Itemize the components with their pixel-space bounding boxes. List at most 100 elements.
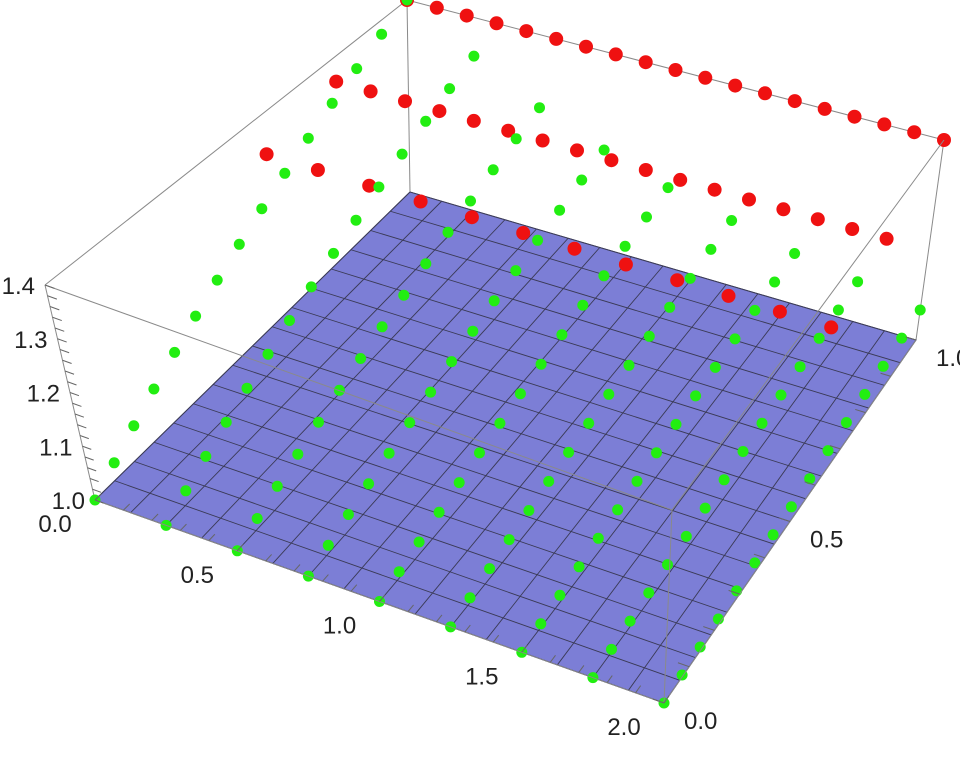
data-point (355, 353, 367, 364)
data-point (363, 84, 378, 99)
surface-mesh-line (173, 422, 728, 613)
data-point (813, 332, 825, 344)
y-tick (703, 626, 715, 631)
data-point (310, 163, 325, 177)
surface-mesh-line (193, 403, 743, 590)
data-point (396, 148, 408, 160)
data-point (690, 390, 702, 402)
data-point (543, 475, 555, 487)
y-tick (779, 517, 791, 522)
data-point (251, 513, 263, 524)
data-point (259, 147, 274, 162)
data-point (466, 113, 481, 128)
surface-mesh-line (134, 461, 696, 659)
data-point (256, 203, 268, 215)
x-tick (436, 614, 443, 623)
y-tick-label: 0.5 (810, 527, 843, 554)
x-tick-label: 1.0 (323, 613, 356, 640)
z-tick (79, 435, 89, 440)
data-point (468, 50, 480, 62)
data-point (376, 321, 388, 333)
data-point (326, 97, 338, 109)
data-point (383, 447, 395, 459)
data-point (737, 446, 749, 457)
z-tick (67, 381, 77, 386)
data-point (726, 215, 738, 226)
surface-fill (94, 191, 917, 704)
surface-mesh-line (350, 249, 869, 409)
z-tick (62, 359, 72, 364)
x-tick (322, 574, 329, 582)
data-point (583, 417, 595, 429)
data-point (420, 115, 432, 127)
data-point (832, 304, 844, 316)
data-point (641, 211, 652, 223)
z-tick (57, 338, 67, 343)
x-tick (407, 604, 414, 612)
data-point (767, 529, 779, 541)
data-point (638, 55, 653, 70)
data-point (907, 125, 922, 140)
data-point (180, 485, 192, 497)
x-tick (151, 513, 159, 521)
data-point (474, 447, 485, 459)
data-point (442, 226, 454, 238)
data-point (519, 24, 534, 39)
data-point (592, 532, 604, 544)
data-point (398, 289, 410, 301)
data-point (313, 416, 324, 428)
x-tick (549, 655, 556, 663)
x-tick-label: 0.0 (38, 511, 71, 538)
x-tick (236, 543, 244, 552)
x-tick (265, 554, 272, 562)
y-tick-label: 1.0 (936, 345, 960, 372)
data-point (707, 182, 722, 197)
y-tick (829, 445, 841, 450)
data-point (398, 94, 412, 109)
data-point (670, 418, 682, 430)
data-point (262, 348, 274, 360)
data-point (699, 502, 711, 514)
data-point (852, 276, 864, 288)
data-point (556, 329, 568, 341)
data-point (467, 325, 479, 337)
data-point (241, 382, 253, 394)
data-point (684, 272, 696, 284)
data-point (598, 144, 610, 156)
surface-mesh-line (370, 230, 885, 386)
data-point (532, 234, 544, 246)
data-point (322, 539, 334, 551)
data-point (148, 383, 160, 395)
y-tick (652, 698, 665, 704)
data-point (776, 202, 791, 217)
data-point (535, 618, 547, 630)
data-point (413, 536, 425, 548)
z-tick-label: 1.0 (52, 488, 85, 515)
data-point (108, 457, 120, 469)
data-point (643, 587, 655, 599)
data-point (420, 258, 432, 270)
data-point (413, 194, 428, 209)
data-point (233, 238, 245, 250)
data-point (393, 566, 405, 578)
data-point (877, 360, 889, 372)
data-point (523, 505, 535, 516)
z-tick (89, 478, 99, 483)
data-point (549, 31, 564, 46)
data-point (662, 182, 674, 194)
data-point (487, 164, 499, 176)
data-point (567, 241, 582, 256)
data-point (623, 359, 635, 371)
data-point (598, 270, 610, 282)
x-tick (379, 594, 386, 602)
x-tick (606, 675, 613, 683)
data-point (488, 295, 500, 307)
z-tick (59, 349, 70, 354)
data-point (401, 0, 413, 6)
data-point (200, 450, 212, 462)
data-point (464, 592, 476, 604)
data-point (712, 613, 724, 625)
data-point (570, 143, 584, 158)
data-point (643, 330, 655, 342)
